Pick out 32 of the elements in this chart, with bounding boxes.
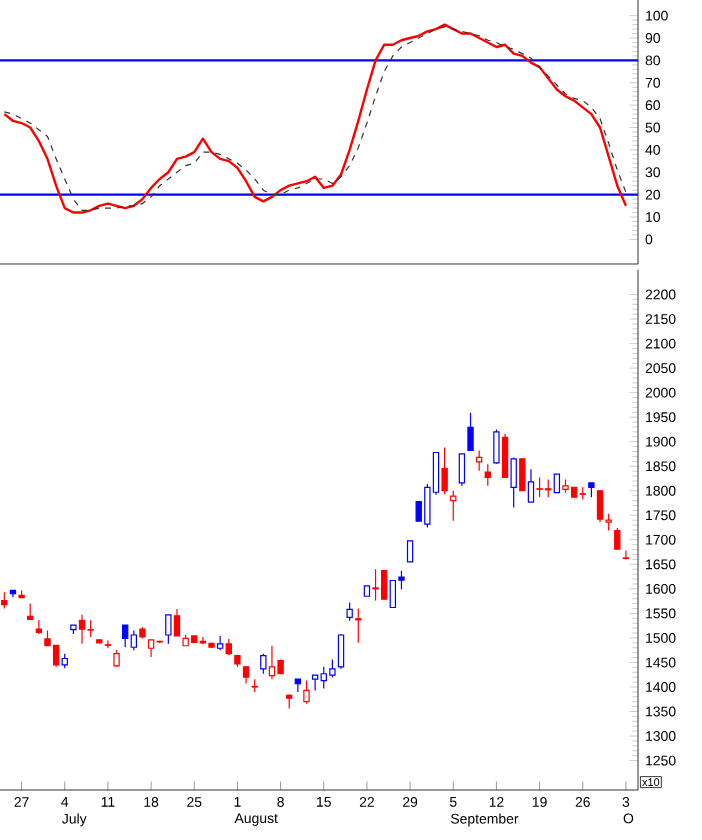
candlestick: [406, 540, 414, 563]
candlestick: [596, 490, 604, 523]
candlestick: [493, 428, 500, 465]
candlestick: [346, 602, 353, 622]
candlestick: [78, 614, 86, 645]
candlestick: [441, 446, 448, 495]
candlestick: [268, 645, 276, 680]
candlestick: [553, 473, 561, 494]
candlestick: [467, 412, 474, 452]
candlestick: [121, 624, 129, 648]
candlestick: [52, 644, 60, 668]
candlestick: [173, 608, 181, 637]
candlestick: [510, 456, 517, 509]
candlestick: [355, 607, 362, 644]
candlestick: [130, 629, 138, 651]
candlestick: [450, 490, 457, 522]
candlestick: [536, 476, 543, 498]
candlestick: [165, 614, 172, 645]
candlestick: [614, 527, 621, 550]
candlestick: [35, 619, 43, 635]
candlestick: [303, 680, 310, 705]
candlestick: [501, 433, 509, 479]
candlestick: [260, 653, 267, 675]
candlestick: [484, 463, 491, 487]
candlestick: [527, 468, 535, 503]
candlestick: [337, 633, 345, 670]
candlestick: [311, 674, 319, 692]
candlestick: [389, 579, 397, 609]
candlestick: [519, 458, 526, 492]
candlestick: [294, 678, 302, 693]
candlestick: [372, 568, 379, 602]
candlestick: [458, 453, 466, 487]
